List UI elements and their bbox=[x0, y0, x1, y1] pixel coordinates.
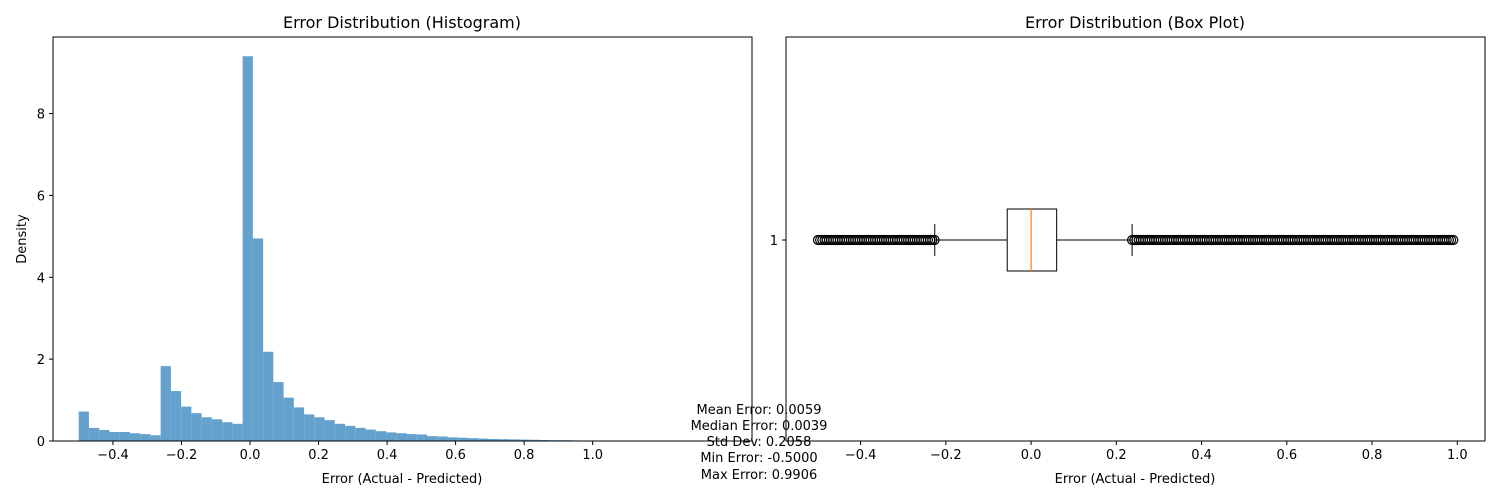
boxplot-x-ticks: −0.4 −0.2 0.0 0.2 0.4 0.6 0.8 1.0 bbox=[845, 441, 1468, 463]
histogram-x-tick-label: 0.0 bbox=[240, 448, 261, 463]
histogram-bar bbox=[447, 437, 458, 441]
stat-median: Median Error: 0.0039 bbox=[691, 419, 828, 434]
histogram-bar bbox=[140, 434, 151, 441]
histogram-title: Error Distribution (Histogram) bbox=[283, 13, 521, 32]
histogram-bar bbox=[406, 434, 417, 441]
histogram-bar bbox=[539, 439, 550, 441]
boxplot-body bbox=[934, 208, 1133, 272]
histogram-bar bbox=[334, 423, 346, 441]
boxplot-title: Error Distribution (Box Plot) bbox=[1025, 13, 1245, 32]
histogram-x-tick-label: 1.0 bbox=[582, 448, 603, 463]
histogram-bar bbox=[365, 429, 376, 441]
stat-min: Min Error: -0.5000 bbox=[700, 451, 817, 466]
histogram-x-tick-label: 0.8 bbox=[514, 448, 535, 463]
histogram-bar bbox=[355, 427, 366, 441]
histogram-bar bbox=[263, 351, 274, 441]
histogram-bar bbox=[437, 436, 448, 441]
histogram-x-tick-label: 0.4 bbox=[377, 448, 398, 463]
boxplot-x-tick-label: 0.0 bbox=[1021, 448, 1042, 463]
histogram-bar bbox=[283, 397, 294, 441]
boxplot-x-tick-label: −0.2 bbox=[930, 448, 962, 463]
histogram-y-label: Density bbox=[15, 214, 30, 264]
histogram-bar bbox=[478, 438, 489, 441]
histogram-x-tick-label: −0.2 bbox=[166, 448, 198, 463]
histogram-bar bbox=[201, 417, 212, 441]
boxplot-y-tick-label: 1 bbox=[770, 234, 778, 249]
histogram-bar bbox=[150, 435, 161, 441]
histogram-bar bbox=[498, 439, 509, 441]
histogram-bar bbox=[324, 420, 335, 441]
boxplot-box bbox=[1006, 208, 1058, 272]
histogram-bar bbox=[468, 438, 479, 441]
stat-max: Max Error: 0.9906 bbox=[701, 468, 817, 483]
histogram-x-tick-label: −0.4 bbox=[97, 448, 129, 463]
boxplot-y-ticks: 1 bbox=[770, 234, 786, 249]
histogram-bar bbox=[119, 431, 130, 441]
stat-mean: Mean Error: 0.0059 bbox=[696, 403, 821, 418]
histogram-bar bbox=[314, 417, 325, 441]
histogram-bar bbox=[508, 439, 520, 441]
boxplot-x-tick-label: −0.4 bbox=[845, 448, 877, 463]
histogram-bar bbox=[232, 423, 243, 441]
boxplot-x-tick-label: 0.8 bbox=[1362, 448, 1383, 463]
histogram-bar bbox=[160, 366, 171, 441]
histogram-bar bbox=[252, 238, 264, 441]
boxplot-x-tick-label: 1.0 bbox=[1447, 448, 1468, 463]
histogram-bar bbox=[109, 431, 120, 441]
histogram-bar bbox=[488, 438, 499, 441]
histogram-bar bbox=[416, 434, 428, 441]
histogram-bar bbox=[242, 56, 253, 441]
histogram-x-tick-label: 0.2 bbox=[308, 448, 329, 463]
histogram-bar bbox=[375, 431, 387, 441]
boxplot-fliers bbox=[812, 234, 1459, 246]
histogram-bar bbox=[222, 422, 233, 441]
histogram-frame bbox=[52, 36, 753, 442]
histogram-bar bbox=[345, 425, 356, 441]
histogram-bar bbox=[99, 429, 110, 441]
histogram-bar bbox=[304, 414, 315, 441]
histogram-bar bbox=[273, 382, 284, 441]
histogram-y-tick-label: 0 bbox=[37, 435, 45, 450]
histogram-bar bbox=[129, 433, 141, 441]
histogram-panel: Error Distribution (Histogram) −0.4 −0.2 0… bbox=[15, 13, 753, 487]
histogram-bar bbox=[170, 391, 182, 441]
histogram-bar bbox=[191, 413, 202, 441]
histogram-y-ticks: 0 2 4 6 8 bbox=[37, 108, 53, 450]
histogram-bar bbox=[386, 432, 397, 441]
boxplot-x-tick-label: 0.6 bbox=[1276, 448, 1297, 463]
boxplot-x-label: Error (Actual - Predicted) bbox=[1055, 472, 1216, 487]
stats-annotation: Mean Error: 0.0059 Median Error: 0.0039 … bbox=[691, 403, 828, 483]
histogram-y-tick-label: 8 bbox=[37, 108, 45, 123]
boxplot-x-tick-label: 0.2 bbox=[1106, 448, 1127, 463]
histogram-y-tick-label: 6 bbox=[37, 189, 45, 204]
histogram-bar bbox=[427, 436, 438, 441]
histogram-x-ticks: −0.4 −0.2 0.0 0.2 0.4 0.6 0.8 1.0 bbox=[97, 441, 603, 463]
stat-std: Std Dev: 0.2058 bbox=[707, 435, 812, 450]
boxplot-panel: Error Distribution (Box Plot) −0.4 −0.2 0.… bbox=[770, 13, 1486, 487]
histogram-bar bbox=[457, 437, 469, 441]
boxplot-x-tick-label: 0.4 bbox=[1191, 448, 1212, 463]
histogram-bar bbox=[78, 411, 89, 441]
histogram-y-tick-label: 4 bbox=[37, 271, 45, 286]
histogram-y-tick-label: 2 bbox=[37, 353, 45, 368]
histogram-bar bbox=[396, 433, 407, 441]
histogram-x-tick-label: 0.6 bbox=[445, 448, 466, 463]
histogram-bar bbox=[181, 406, 192, 441]
histogram-bar bbox=[519, 439, 530, 441]
boxplot-frame bbox=[785, 36, 1486, 442]
histogram-bar bbox=[88, 427, 100, 441]
histogram-x-label: Error (Actual - Predicted) bbox=[322, 472, 483, 487]
histogram-bar bbox=[529, 439, 540, 441]
histogram-bar bbox=[293, 407, 305, 441]
boxplot-flier bbox=[1448, 234, 1459, 246]
histogram-bar bbox=[211, 419, 223, 441]
histogram-bars bbox=[78, 56, 591, 441]
